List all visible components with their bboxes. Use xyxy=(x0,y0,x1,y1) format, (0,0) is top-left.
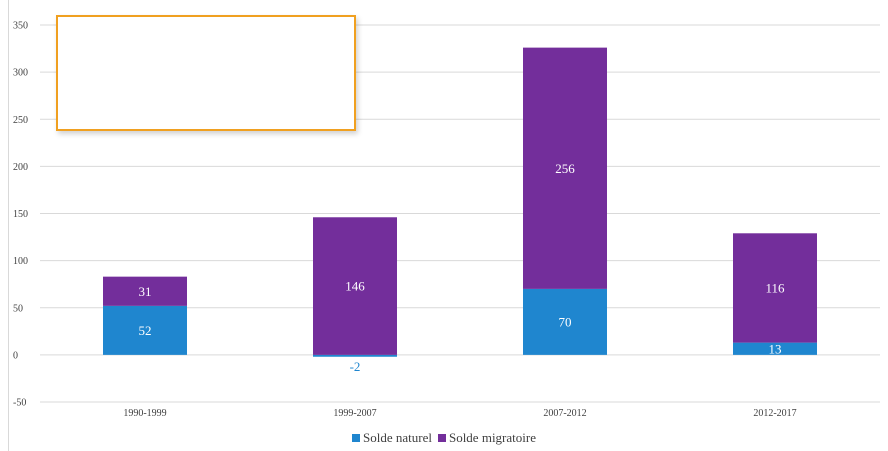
y-tick-label: 250 xyxy=(13,115,28,126)
frame-left-border xyxy=(8,0,9,451)
y-tick-label: -50 xyxy=(13,398,26,409)
bar-segment xyxy=(313,354,397,357)
data-labels: 52 31 -2 146 70 256 13 116 xyxy=(139,161,786,374)
legend-item: Solde migratoire xyxy=(437,430,536,446)
data-label: 52 xyxy=(139,323,152,338)
data-label: 146 xyxy=(345,279,365,294)
bar-segment xyxy=(523,47,607,289)
y-tick-label: 300 xyxy=(13,68,28,79)
legend-label: Solde migratoire xyxy=(448,430,536,445)
y-tick-label: 150 xyxy=(13,209,28,220)
data-label: 13 xyxy=(769,342,782,357)
legend-item: Solde naturel xyxy=(352,430,432,446)
y-tick-label: 0 xyxy=(13,350,18,361)
legend-swatch xyxy=(352,434,360,442)
bar-segment xyxy=(523,288,607,355)
bar-segment xyxy=(313,217,397,355)
legend-swatch xyxy=(437,434,446,442)
y-tick-label: 100 xyxy=(13,256,28,267)
x-tick-label: 1990-1999 xyxy=(123,408,166,419)
highlight-box xyxy=(56,15,356,131)
y-tick-label: 50 xyxy=(13,303,23,314)
x-axis: 1990-1999 1999-2007 2007-2012 2012-2017 xyxy=(123,408,796,419)
x-tick-label: 2012-2017 xyxy=(753,408,796,419)
data-label: 256 xyxy=(555,161,575,176)
bar-segment xyxy=(733,342,817,355)
data-label: 31 xyxy=(139,284,152,299)
bar-segment xyxy=(103,276,187,306)
x-tick-label: 1999-2007 xyxy=(333,408,376,419)
data-label: 70 xyxy=(559,314,572,329)
x-tick-label: 2007-2012 xyxy=(543,408,586,419)
y-tick-label: 200 xyxy=(13,162,28,173)
data-label: -2 xyxy=(350,359,361,374)
bars xyxy=(103,47,817,357)
data-label: 116 xyxy=(765,280,785,295)
y-tick-label: 350 xyxy=(13,21,28,32)
bar-segment xyxy=(733,233,817,343)
legend-label: Solde naturel xyxy=(363,430,432,445)
bar-segment xyxy=(103,305,187,355)
y-axis: -50 0 50 100 150 200 250 300 350 xyxy=(13,21,28,409)
legend: Solde naturel Solde migratoire xyxy=(0,430,888,446)
